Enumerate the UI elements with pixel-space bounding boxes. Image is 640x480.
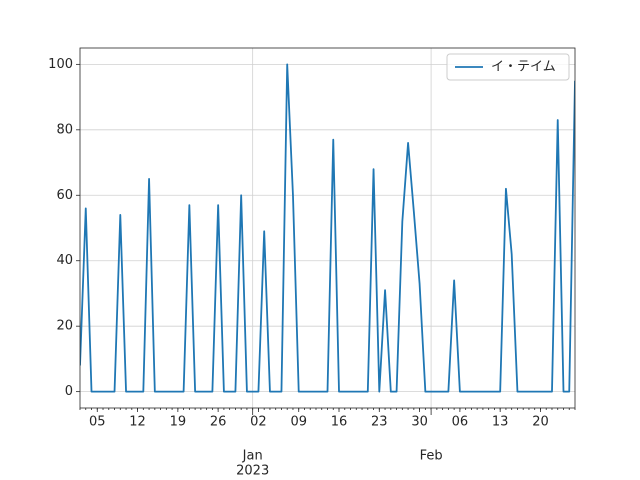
plot-frame [79,47,576,409]
x-major-label: Jan [242,449,263,464]
x-tick-label: 09 [290,415,307,430]
x-tick-label: 30 [411,415,428,430]
y-tick-label: 80 [56,122,73,137]
legend-label: イ・テイム [491,60,556,75]
x-major-label: Feb [420,449,443,464]
y-tick-label: 60 [56,188,73,203]
y-tick-label: 100 [48,57,73,72]
x-tick-label: 05 [89,415,106,430]
x-tick-label: 16 [331,415,348,430]
y-tick-label: 0 [65,384,73,399]
x-tick-label: 13 [492,415,509,430]
y-tick-label: 20 [56,319,73,334]
x-tick-label: 26 [210,415,227,430]
x-major-sublabel: 2023 [236,464,269,479]
legend-box [446,53,570,81]
x-tick-label: 02 [250,415,267,430]
x-tick-label: 23 [371,415,388,430]
x-tick-label: 12 [129,415,146,430]
x-tick-label: 20 [532,415,549,430]
x-tick-label: 06 [452,415,469,430]
y-tick-label: 40 [56,253,73,268]
series-line [80,63,575,393]
x-tick-label: 19 [170,415,187,430]
